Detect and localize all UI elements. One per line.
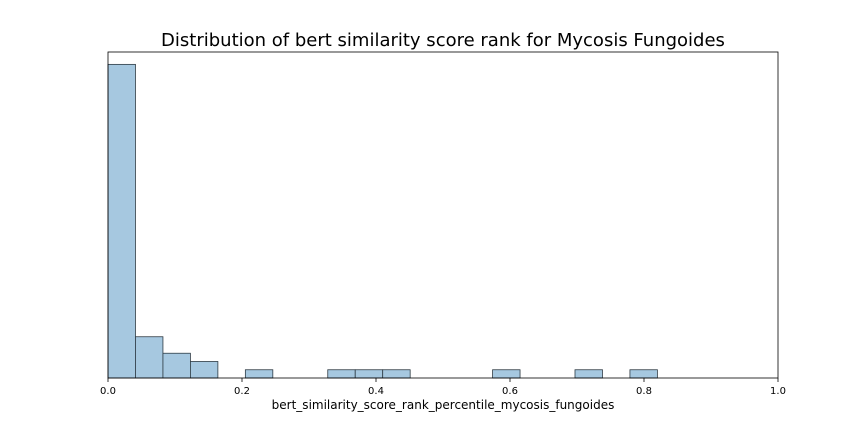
- plot-frame: [107, 51, 779, 379]
- histogram-bar: [629, 369, 658, 379]
- x-tick-label: 0.8: [636, 386, 652, 397]
- x-tick-label: 1.0: [770, 386, 786, 397]
- histogram-bar: [190, 361, 219, 379]
- x-tick-label: 0.6: [502, 386, 518, 397]
- histogram-bar: [162, 352, 191, 379]
- histogram-bar: [354, 369, 384, 379]
- x-axis-label: bert_similarity_score_rank_percentile_my…: [272, 398, 615, 412]
- histogram-bar: [135, 336, 164, 379]
- chart-title: Distribution of bert similarity score ra…: [161, 30, 725, 51]
- histogram-bar: [382, 369, 411, 379]
- x-tick-label: 0.2: [234, 386, 250, 397]
- histogram-bar: [327, 369, 356, 379]
- x-tick-label: 0.0: [100, 386, 116, 397]
- histogram-bar: [492, 369, 521, 379]
- bars-group: [107, 63, 658, 379]
- histogram-bar: [107, 63, 136, 379]
- x-axis-ticks: 0.0 0.2 0.4 0.6 0.8 1.0: [100, 378, 786, 397]
- histogram-bar: [574, 369, 603, 379]
- histogram-bar: [244, 369, 274, 379]
- x-tick-label: 0.4: [368, 386, 384, 397]
